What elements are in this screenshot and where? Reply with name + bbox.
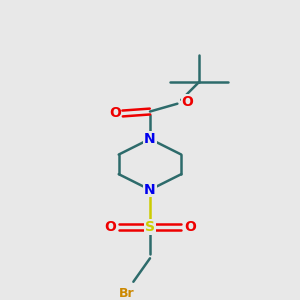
Text: O: O (184, 220, 196, 234)
Text: S: S (145, 220, 155, 234)
Text: N: N (144, 183, 156, 197)
Text: N: N (144, 132, 156, 146)
Text: Br: Br (119, 287, 134, 300)
Text: O: O (104, 220, 116, 234)
Text: O: O (181, 95, 193, 109)
Text: O: O (109, 106, 121, 121)
